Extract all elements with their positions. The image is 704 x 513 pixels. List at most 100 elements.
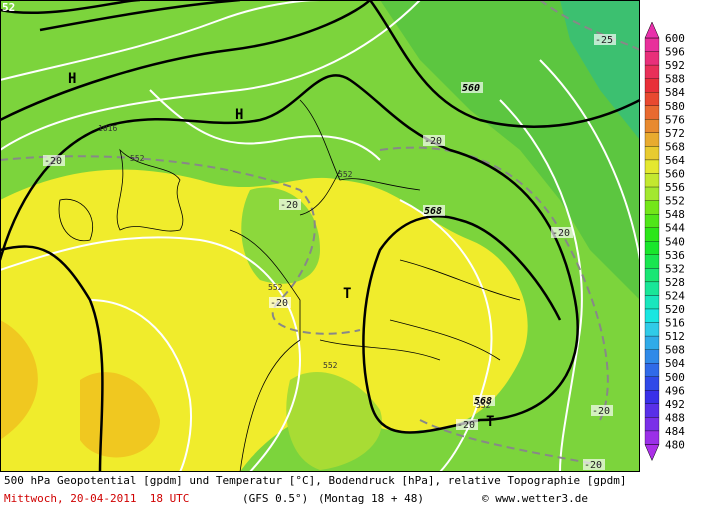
map-label: -20	[552, 228, 570, 239]
colorbar-label: 548	[665, 208, 685, 221]
colorbar-label: 576	[665, 113, 685, 126]
colorbar-label: 568	[665, 140, 685, 153]
map-label: T	[343, 286, 351, 302]
colorbar-cell	[644, 186, 660, 201]
map-label: 552	[476, 401, 491, 410]
label-background	[43, 155, 65, 166]
label-background	[279, 199, 301, 210]
footer-run: (Montag 18 + 48)	[318, 492, 424, 505]
colorbar-cell	[644, 51, 660, 66]
colorbar-cell	[644, 376, 660, 391]
map-label: -20	[270, 298, 288, 309]
colorbar-label: 536	[665, 249, 685, 262]
colorbar-cell	[644, 335, 660, 350]
colorbar-cell	[644, 349, 660, 364]
colorbar-label: 528	[665, 276, 685, 289]
label-background	[423, 135, 445, 146]
colorbar-label: 512	[665, 330, 685, 343]
footer-date: Mittwoch, 20-04-2011 18 UTC	[4, 492, 190, 505]
colorbar-cell	[644, 159, 660, 174]
colorbar-label: 564	[665, 154, 685, 167]
map-labels: 52 H H T T 560 568 568 1016 552 552 552 552 552 -20 -20…	[2, 1, 616, 471]
colorbar-label: 480	[665, 439, 685, 452]
map-label: 568	[474, 396, 492, 407]
map-label: -20	[457, 420, 475, 431]
map-frame	[0, 0, 640, 472]
map-label: 568	[424, 206, 442, 217]
colorbar-cell	[644, 241, 660, 255]
region-green	[380, 0, 640, 300]
colorbar-cell	[644, 213, 660, 228]
colorbar-label: 488	[665, 411, 685, 424]
colorbar-label: 592	[665, 59, 685, 72]
map-label: 552	[323, 361, 338, 370]
colorbar-cap	[644, 444, 660, 462]
colorbar-cell	[644, 64, 660, 79]
label-background	[583, 459, 605, 470]
region-teal	[560, 0, 640, 140]
colorbar-label: 552	[665, 195, 685, 208]
region-green-2	[241, 187, 320, 284]
colorbar-cell	[644, 146, 660, 161]
label-background	[473, 395, 495, 406]
colorbar-label: 500	[665, 371, 685, 384]
colorbar-cell	[644, 227, 660, 242]
colorbar-cell	[644, 417, 660, 432]
colorbar-cell	[644, 322, 660, 337]
colorbar-cell	[644, 403, 660, 418]
footer-description: 500 hPa Geopotential [gpdm] und Temperat…	[4, 474, 627, 487]
map-label: H	[235, 107, 243, 123]
label-background	[591, 405, 613, 416]
map-label: -20	[424, 136, 442, 147]
isotherms	[0, 0, 583, 473]
map-label: -20	[592, 406, 610, 417]
colorbar-label: 540	[665, 235, 685, 248]
map-label: 52	[2, 1, 15, 14]
label-background	[456, 419, 478, 430]
colorbar-cell	[644, 132, 660, 147]
colorbar-cell	[644, 295, 660, 310]
label-background	[423, 205, 445, 216]
colorbar-label: 524	[665, 289, 685, 302]
colorbar-label: 600	[665, 32, 685, 45]
colorbar-label: 532	[665, 262, 685, 275]
colorbar-label: 584	[665, 86, 685, 99]
map-label: T	[486, 414, 494, 430]
map-label: -20	[280, 200, 298, 211]
colorbar-cell	[644, 308, 660, 323]
colorbar-cell	[644, 173, 660, 188]
colorbar-label: 596	[665, 46, 685, 59]
colorbar-label: 508	[665, 344, 685, 357]
colorbar-cell	[644, 390, 660, 404]
colorbar: 6005965925885845805765725685645605565525…	[644, 21, 685, 462]
map-label: -25	[595, 35, 613, 46]
colorbar-label: 556	[665, 181, 685, 194]
colorbar-label: 572	[665, 127, 685, 140]
colorbar-cell	[644, 78, 660, 93]
map-label: H	[68, 71, 76, 87]
label-background	[551, 227, 573, 238]
colorbar-cell	[644, 92, 660, 106]
colorbar-label: 520	[665, 303, 685, 316]
map-label: -20	[584, 460, 602, 471]
map-label: 552	[130, 154, 145, 163]
map-label: 560	[462, 83, 480, 94]
map: 52 H H T T 560 568 568 1016 552 552 552 552 552 -20 -20…	[0, 0, 685, 473]
footer-source: © www.wetter3.de	[482, 492, 588, 505]
colorbar-label: 544	[665, 222, 685, 235]
map-label: 1016	[98, 124, 117, 133]
colorbar-label: 504	[665, 357, 685, 370]
map-label: 552	[338, 170, 353, 179]
map-label: 552	[268, 283, 283, 292]
label-background	[269, 297, 291, 308]
colorbar-cell	[644, 105, 660, 120]
colorbar-label: 560	[665, 168, 685, 181]
colorbar-cell	[644, 268, 660, 283]
colorbar-cell	[644, 363, 660, 377]
footer-model: (GFS 0.5°)	[242, 492, 309, 505]
colorbar-label: 580	[665, 100, 685, 113]
colorbar-label: 516	[665, 317, 685, 330]
colorbar-label: 492	[665, 398, 685, 411]
label-background	[461, 82, 483, 93]
